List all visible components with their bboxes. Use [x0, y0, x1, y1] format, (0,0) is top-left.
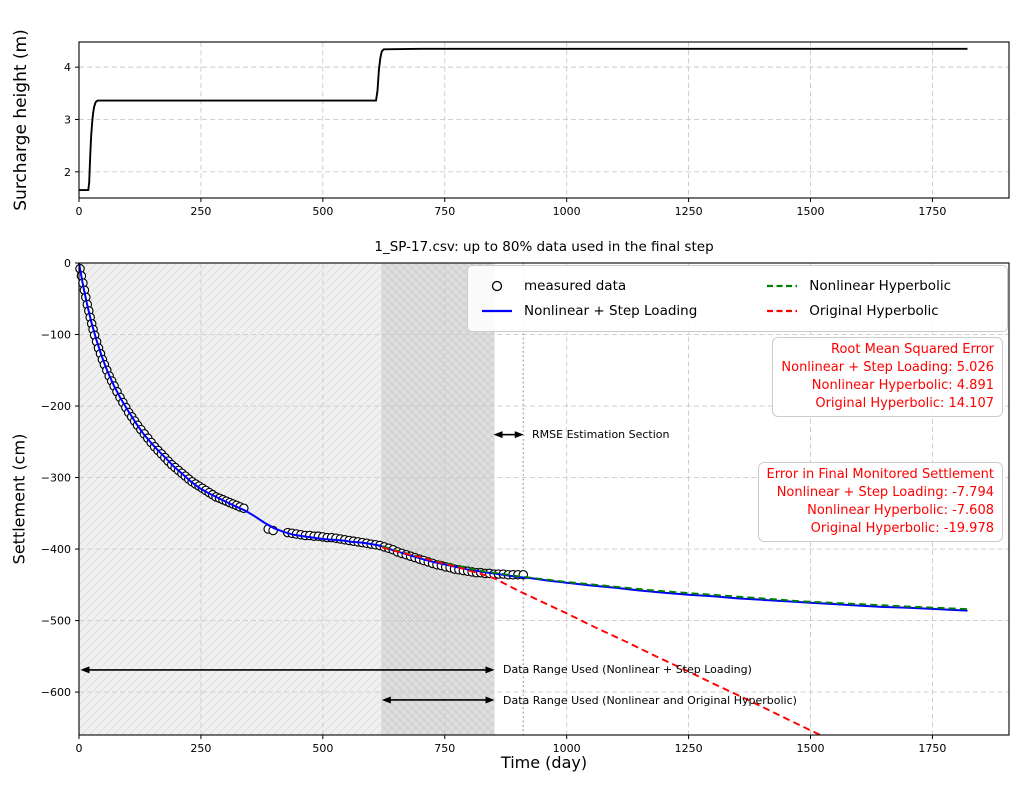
shaded-span-hatch: [381, 263, 495, 735]
range-hyperbolic-annotation: Data Range Used (Nonlinear and Original …: [503, 694, 797, 707]
y-tick-label: −200: [41, 400, 71, 413]
series-nonlinear-hyperbolic: [382, 545, 968, 611]
axes-frame: [78, 262, 1010, 736]
legend-label: measured data: [524, 277, 627, 294]
solid-line-marker-icon: [482, 310, 512, 313]
legend-label: Nonlinear Hyperbolic: [809, 277, 951, 294]
rmse-box-title: Root Mean Squared Error: [831, 342, 994, 357]
y-tick-label: −500: [41, 615, 71, 628]
double-arrow-icon: [80, 666, 495, 674]
x-tick-label: 1000: [553, 205, 581, 218]
double-arrow-icon: [381, 696, 495, 704]
x-tick-label: 250: [190, 742, 211, 755]
dashed-line-marker-icon: [767, 310, 798, 313]
rmse-box-line: Original Hyperbolic: 14.107: [815, 396, 994, 411]
x-tick-label: 750: [434, 742, 455, 755]
x-tick-label: 500: [312, 205, 333, 218]
range-step-annotation: Data Range Used (Nonlinear + Step Loadin…: [503, 663, 752, 676]
y-tick-label: 0: [64, 257, 71, 270]
x-tick-label: 500: [312, 742, 333, 755]
y-tick-label: −600: [41, 686, 71, 699]
series-original-hyperbolic: [382, 546, 821, 736]
legend: measured data Nonlinear + Step Loading N…: [467, 265, 1008, 332]
rmse-box-line: Nonlinear Hyperbolic: 4.891: [811, 378, 994, 393]
time-x-axis-label: Time (day): [500, 753, 588, 772]
final-error-box-line: Nonlinear Hyperbolic: -7.608: [807, 503, 994, 518]
x-tick-label: 250: [190, 205, 211, 218]
series-surcharge-height: [79, 47, 968, 192]
rmse-box: Root Mean Squared Error Nonlinear + Step…: [772, 337, 1003, 417]
x-tick-label: 1250: [675, 742, 703, 755]
settlement-y-axis-label: Settlement (cm): [9, 433, 29, 565]
y-tick-label: 2: [64, 166, 71, 179]
series-nonlinear-step-loading: [78, 262, 968, 612]
legend-label: Nonlinear + Step Loading: [524, 303, 698, 320]
rmse-section-annotation: RMSE Estimation Section: [532, 428, 670, 441]
x-tick-label: 1000: [553, 742, 581, 755]
x-tick-label: 750: [434, 205, 455, 218]
double-arrow-icon: [493, 431, 524, 439]
x-tick-label: 1750: [918, 742, 946, 755]
rmse-box-line: Nonlinear + Step Loading: 5.026: [781, 360, 994, 375]
y-tick-label: −300: [41, 472, 71, 485]
chart-title: 1_SP-17.csv: up to 80% data used in the …: [374, 239, 714, 255]
y-tick-label: 3: [64, 113, 71, 126]
x-tick-label: 1250: [675, 205, 703, 218]
x-tick-label: 1500: [797, 205, 825, 218]
y-tick-label: −100: [41, 329, 71, 342]
x-tick-label: 1750: [918, 205, 946, 218]
legend-item-original-hyperbolic: Original Hyperbolic: [765, 299, 995, 325]
x-tick-label: 0: [76, 205, 83, 218]
measured-data-marker-icon: [491, 280, 503, 291]
final-error-box-title: Error in Final Monitored Settlement: [766, 467, 994, 482]
x-tick-label: 1500: [797, 742, 825, 755]
surcharge-y-axis-label: Surcharge height (m): [11, 29, 31, 211]
legend-label: Original Hyperbolic: [809, 303, 939, 320]
x-tick-label: 0: [76, 742, 83, 755]
dashed-line-marker-icon: [767, 284, 798, 287]
settlement-chart: 0 250 500 750 1000 1250 1500 1750 0 −100 −200 −300 −…: [41, 257, 1010, 755]
surcharge-chart: 0 250 500 750 1000 1250 1500 1750 2 3 4: [64, 41, 1010, 218]
final-error-box-line: Original Hyperbolic: -19.978: [810, 521, 994, 536]
final-error-box-line: Nonlinear + Step Loading: -7.794: [776, 485, 994, 500]
y-tick-label: 4: [64, 61, 71, 74]
legend-item-measured-data: measured data: [480, 273, 741, 299]
y-tick-label: −400: [41, 543, 71, 556]
legend-item-nonlinear-step-loading: Nonlinear + Step Loading: [480, 299, 741, 325]
legend-item-nonlinear-hyperbolic: Nonlinear Hyperbolic: [765, 273, 995, 299]
final-error-box: Error in Final Monitored Settlement Nonl…: [757, 462, 1003, 542]
axes-frame: [78, 41, 1010, 199]
